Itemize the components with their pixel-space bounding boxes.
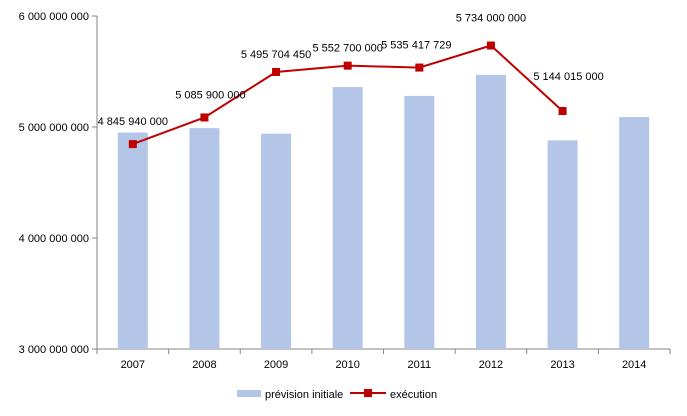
data-label-2009: 5 495 704 450 bbox=[241, 49, 311, 61]
x-tick-label: 2013 bbox=[550, 359, 574, 371]
y-tick-label: 4 000 000 000 bbox=[19, 233, 89, 245]
execution-marker-2013 bbox=[558, 107, 567, 116]
x-tick-label: 2012 bbox=[479, 359, 503, 371]
legend-label-prevision: prévision initiale bbox=[265, 389, 343, 401]
execution-marker-2008 bbox=[200, 113, 209, 122]
legend-swatch-prevision bbox=[237, 390, 261, 397]
data-label-2010: 5 552 700 000 bbox=[313, 43, 383, 55]
execution-marker-2009 bbox=[272, 67, 281, 76]
execution-marker-2010 bbox=[343, 61, 352, 70]
legend-label-execution: exécution bbox=[390, 389, 437, 401]
bar-2012 bbox=[475, 74, 506, 349]
x-tick-label: 2009 bbox=[264, 359, 288, 371]
data-label-2011: 5 535 417 729 bbox=[381, 40, 451, 52]
legend-marker-execution bbox=[364, 389, 372, 397]
x-tick-label: 2007 bbox=[121, 359, 145, 371]
data-label-2013: 5 144 015 000 bbox=[533, 71, 603, 83]
y-tick-label: 6 000 000 000 bbox=[19, 11, 89, 23]
bar-2008 bbox=[189, 128, 220, 349]
execution-marker-2007 bbox=[128, 140, 137, 149]
data-label-2012: 5 734 000 000 bbox=[456, 13, 526, 25]
x-tick-label: 2014 bbox=[622, 359, 646, 371]
y-tick-label: 3 000 000 000 bbox=[19, 344, 89, 356]
execution-marker-2011 bbox=[415, 63, 424, 72]
x-tick-label: 2011 bbox=[407, 359, 431, 371]
bar-2014 bbox=[619, 117, 650, 349]
data-label-2007: 4 845 940 000 bbox=[98, 116, 168, 128]
bar-2010 bbox=[332, 87, 363, 349]
bar-2007 bbox=[117, 132, 148, 349]
y-tick-label: 5 000 000 000 bbox=[19, 122, 89, 134]
execution-marker-2012 bbox=[486, 41, 495, 50]
bar-2011 bbox=[404, 95, 435, 349]
bar-2013 bbox=[547, 140, 578, 349]
x-tick-label: 2008 bbox=[192, 359, 216, 371]
x-tick-label: 2010 bbox=[335, 359, 359, 371]
bar-2009 bbox=[261, 133, 292, 349]
data-label-2008: 5 085 900 000 bbox=[175, 89, 245, 101]
